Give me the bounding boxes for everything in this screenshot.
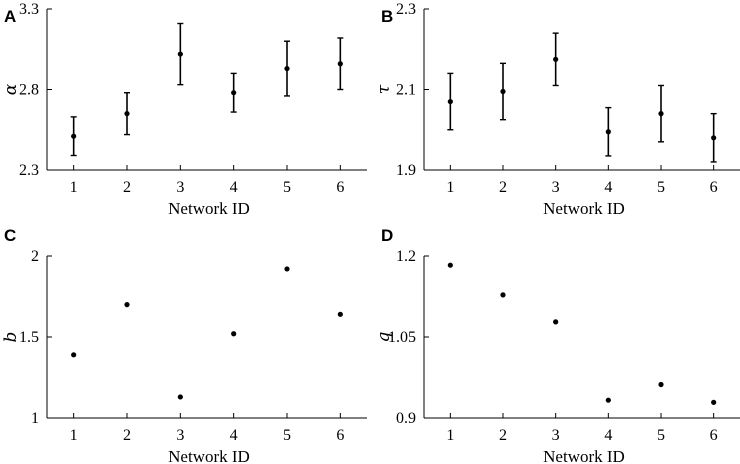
x-tick-label-D-0: 1 xyxy=(446,427,454,444)
x-axis-label-D: Network ID xyxy=(543,447,625,464)
x-tick-label-B-1: 2 xyxy=(499,179,507,196)
y-tick-label-D-2: 1.2 xyxy=(396,248,416,265)
data-point-C-1 xyxy=(71,352,77,358)
x-tick-label-D-2: 3 xyxy=(552,427,560,444)
y-tick-label-C-0: 1 xyxy=(31,410,39,427)
y-axis-label-D: q xyxy=(374,331,394,342)
data-point-C-4 xyxy=(231,331,237,337)
x-axis-label-B: Network ID xyxy=(543,199,625,218)
x-axis-label-C: Network ID xyxy=(168,447,250,464)
data-point-A-6 xyxy=(337,61,343,67)
data-point-D-4 xyxy=(605,397,611,403)
x-tick-label-D-3: 4 xyxy=(604,427,612,444)
data-point-D-6 xyxy=(711,399,717,405)
panel-label-C: C xyxy=(4,226,16,245)
data-point-A-5 xyxy=(284,65,290,72)
x-tick-label-C-0: 1 xyxy=(70,427,78,444)
y-tick-label-C-2: 2 xyxy=(31,248,39,265)
y-tick-label-D-0: 0.9 xyxy=(396,410,416,427)
data-point-A-1 xyxy=(71,133,77,139)
x-tick-label-A-1: 2 xyxy=(123,179,131,196)
data-point-B-3 xyxy=(553,56,559,62)
y-tick-label-B-0: 1.9 xyxy=(396,162,416,179)
panel-B: B 1.9 2.1 2.3 1 2 3 4 5 6 Network ID τ xyxy=(374,1,740,218)
y-axis-label-A: α xyxy=(1,83,21,95)
x-tick-label-A-3: 4 xyxy=(230,179,238,196)
panel-C: C 1 1.5 2 1 2 3 4 5 6 Network ID b xyxy=(1,226,367,464)
y-tick-label-C-1: 1.5 xyxy=(19,329,39,346)
x-tick-label-A-5: 6 xyxy=(336,179,344,196)
panel-label-A: A xyxy=(4,7,16,26)
data-point-C-2 xyxy=(124,302,130,308)
x-tick-label-D-5: 6 xyxy=(710,427,718,444)
x-tick-label-B-0: 1 xyxy=(446,179,454,196)
x-tick-label-B-5: 6 xyxy=(710,179,718,196)
data-point-A-3 xyxy=(177,51,183,57)
data-point-C-6 xyxy=(337,311,343,317)
x-tick-label-C-4: 5 xyxy=(283,427,291,444)
data-point-D-1 xyxy=(447,262,453,268)
x-tick-label-C-5: 6 xyxy=(336,427,344,444)
y-tick-label-A-0: 2.3 xyxy=(19,162,39,179)
y-axis-label-C: b xyxy=(1,332,21,343)
x-axis-label-A: Network ID xyxy=(168,199,250,218)
x-tick-label-B-2: 3 xyxy=(552,179,560,196)
panel-D: D 0.9 1.05 1.2 1 2 3 4 5 6 Network ID q xyxy=(374,226,740,464)
y-tick-label-B-2: 2.3 xyxy=(396,1,416,18)
x-tick-label-B-4: 5 xyxy=(657,179,665,196)
data-point-B-1 xyxy=(447,98,453,105)
data-point-B-2 xyxy=(500,88,506,95)
y-tick-label-B-1: 2.1 xyxy=(396,82,416,99)
x-tick-label-D-4: 5 xyxy=(657,427,665,444)
data-point-C-3 xyxy=(177,394,183,400)
data-point-D-3 xyxy=(553,319,559,325)
y-axis-label-B: τ xyxy=(374,84,394,94)
data-point-B-6 xyxy=(711,135,717,141)
x-tick-label-A-4: 5 xyxy=(283,179,291,196)
panel-label-D: D xyxy=(381,226,393,245)
x-tick-label-A-2: 3 xyxy=(176,179,184,196)
x-tick-label-C-2: 3 xyxy=(176,427,184,444)
data-point-A-4 xyxy=(231,90,237,96)
x-tick-label-D-1: 2 xyxy=(499,427,507,444)
x-tick-label-A-0: 1 xyxy=(70,179,78,196)
panel-label-B: B xyxy=(381,7,393,26)
x-tick-label-C-1: 2 xyxy=(123,427,131,444)
data-point-D-2 xyxy=(500,292,506,298)
panel-A: A 2.3 2.8 3.3 1 2 3 4 5 6 Network ID α xyxy=(1,1,367,218)
data-point-A-2 xyxy=(124,111,130,117)
x-tick-label-C-3: 4 xyxy=(230,427,238,444)
data-point-B-4 xyxy=(605,129,611,135)
y-tick-label-D-1: 1.05 xyxy=(388,329,416,346)
x-tick-label-B-3: 4 xyxy=(604,179,612,196)
data-point-C-5 xyxy=(284,266,290,272)
data-point-D-5 xyxy=(658,381,664,388)
y-tick-label-A-2: 3.3 xyxy=(19,1,39,18)
y-tick-label-A-1: 2.8 xyxy=(19,82,39,99)
data-point-B-5 xyxy=(658,111,664,117)
